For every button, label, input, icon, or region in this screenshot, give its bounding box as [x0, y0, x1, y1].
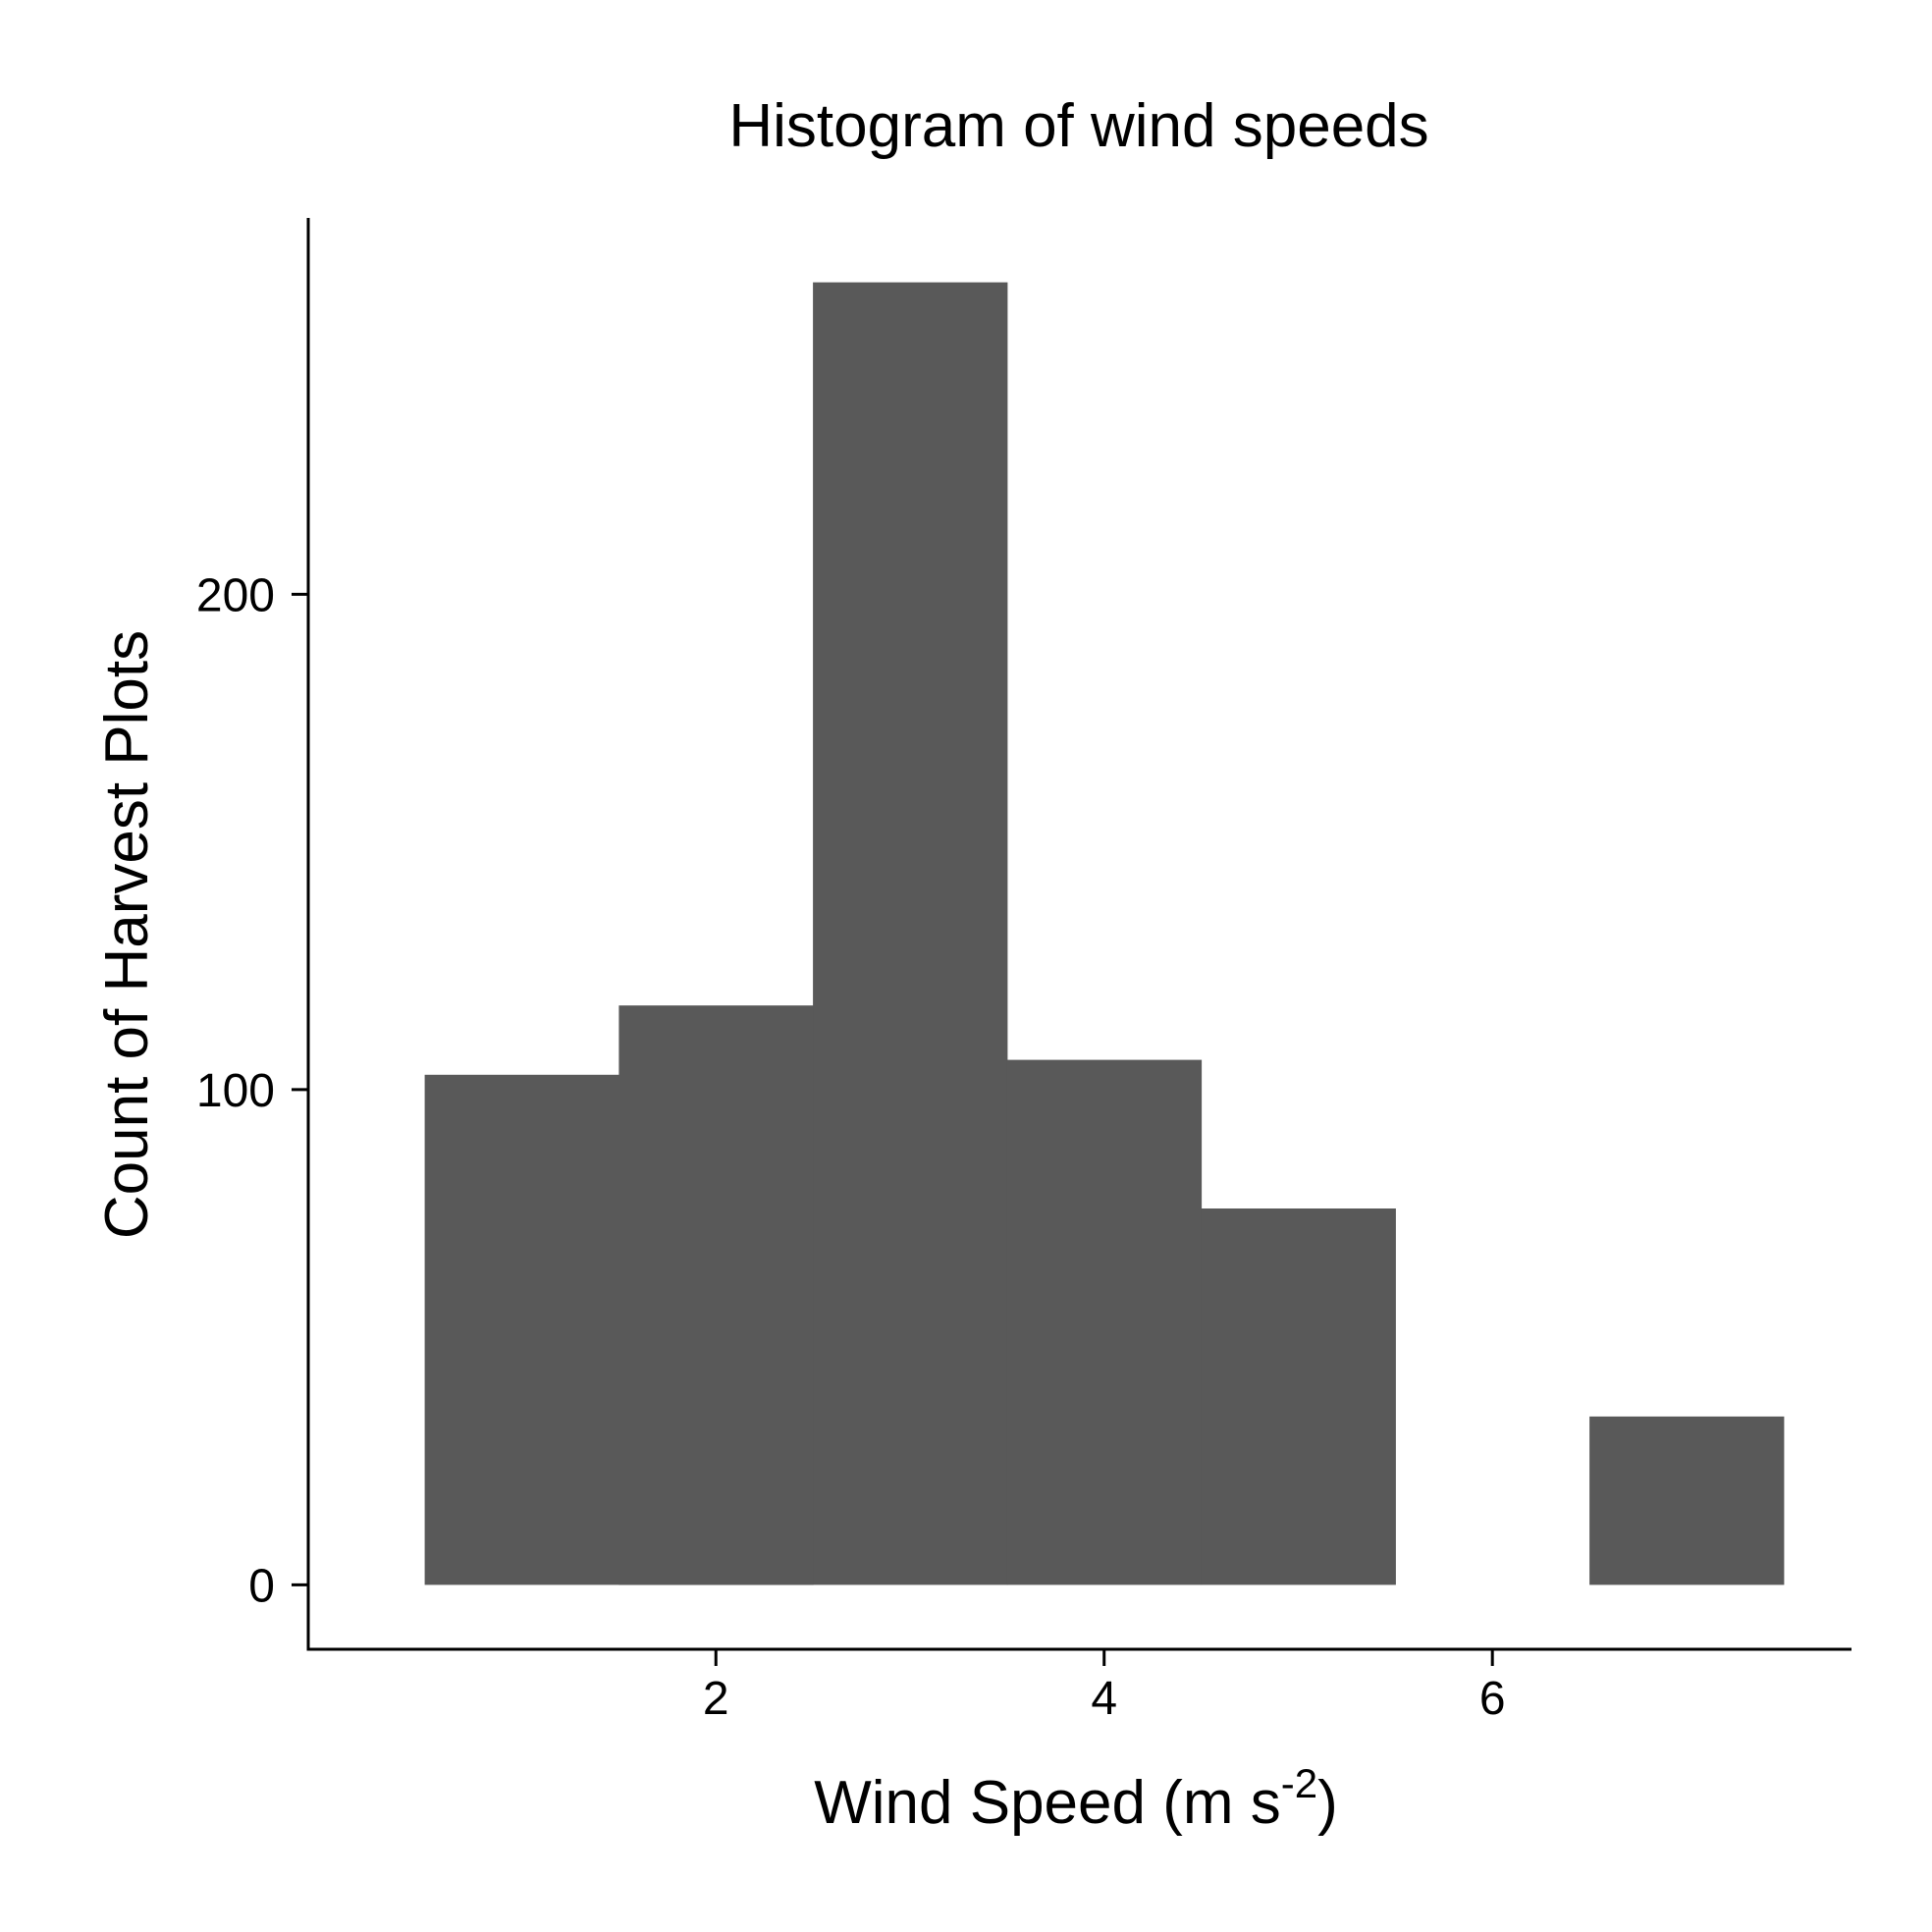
x-tick-label: 4: [1091, 1673, 1117, 1725]
histogram-bar-4: [1006, 1059, 1203, 1585]
y-tick-label: 200: [196, 569, 275, 621]
x-axis-title-superscript: -2: [1281, 1760, 1317, 1806]
x-axis-title-close: ): [1317, 1769, 1338, 1837]
histogram-bar-3: [813, 282, 1008, 1585]
histogram-bar-2: [618, 1005, 814, 1585]
bars-group: [424, 282, 1785, 1585]
y-axis-title: Count of Harvest Plots: [93, 630, 161, 1239]
histogram-bar-1: [424, 1074, 619, 1585]
x-ticks-group: 2 4 6: [703, 1649, 1506, 1725]
histogram-bar-7: [1589, 1416, 1785, 1585]
y-tick-label: 0: [248, 1560, 275, 1612]
x-axis-title: Wind Speed (m s-2): [814, 1760, 1338, 1837]
y-ticks-group: 0 100 200: [196, 569, 308, 1612]
x-tick-label: 2: [703, 1673, 729, 1725]
x-axis-title-main: Wind Speed (m s: [814, 1769, 1281, 1837]
y-tick-label: 100: [196, 1065, 275, 1117]
x-tick-label: 6: [1479, 1673, 1506, 1725]
histogram-bar-5: [1201, 1208, 1396, 1585]
chart-title: Histogram of wind speeds: [728, 92, 1428, 160]
